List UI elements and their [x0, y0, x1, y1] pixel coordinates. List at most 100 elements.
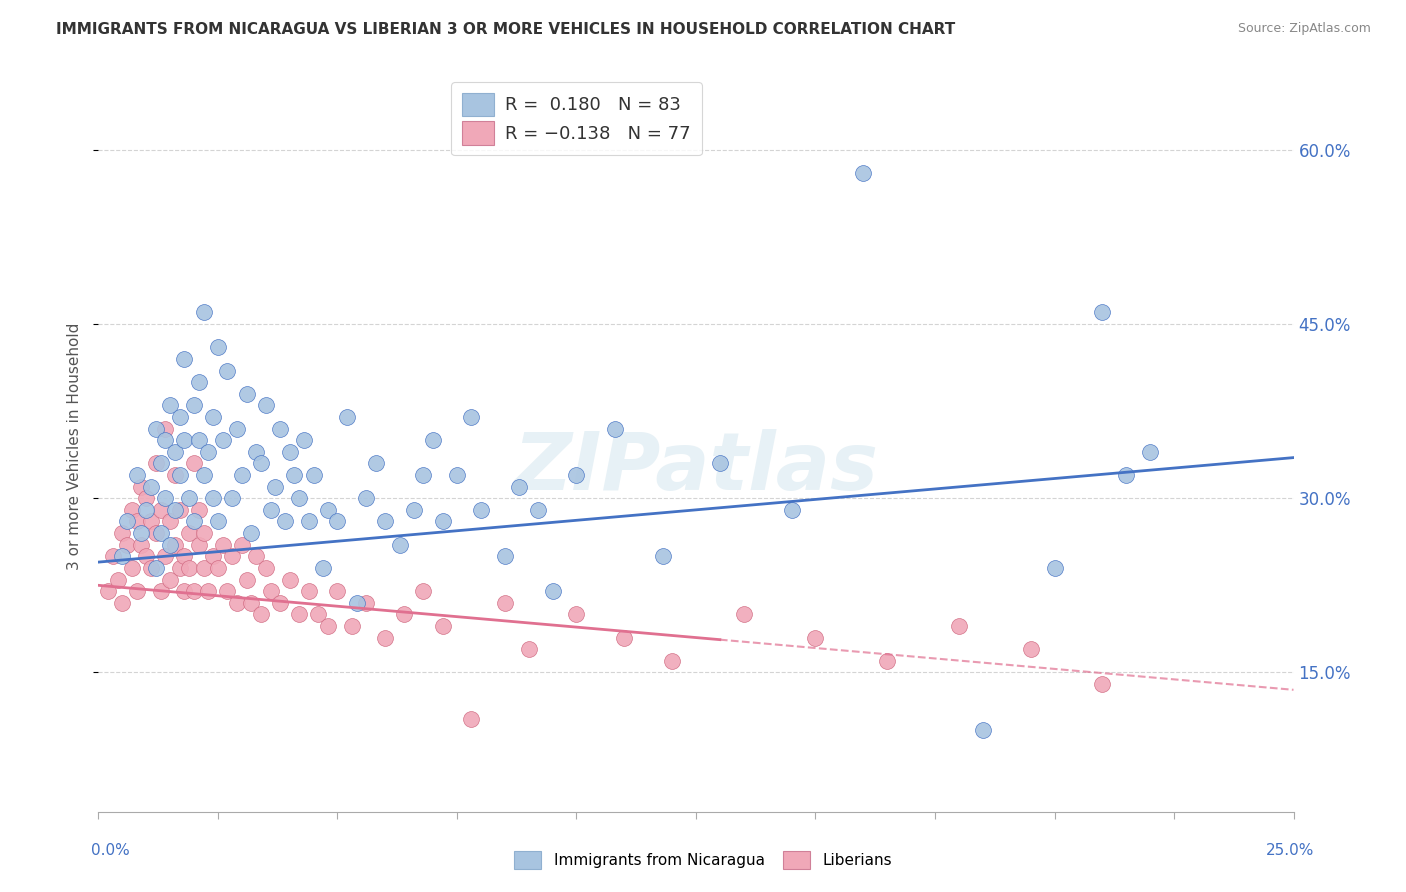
Point — [269, 596, 291, 610]
Point — [307, 607, 329, 622]
Point — [197, 584, 219, 599]
Point — [149, 526, 172, 541]
Point — [131, 526, 153, 541]
Point — [661, 654, 683, 668]
Point — [259, 584, 281, 599]
Point — [235, 386, 257, 401]
Y-axis label: 3 or more Vehicles in Household: 3 or more Vehicles in Household — [67, 322, 83, 570]
Point — [135, 491, 157, 506]
Point — [565, 607, 588, 622]
Point — [193, 561, 215, 575]
Point — [163, 503, 186, 517]
Point — [226, 421, 249, 435]
Legend: R =  0.180   N = 83, R = −0.138   N = 77: R = 0.180 N = 83, R = −0.138 N = 77 — [451, 82, 702, 155]
Point — [326, 515, 349, 529]
Point — [159, 398, 181, 412]
Text: 0.0%: 0.0% — [91, 843, 131, 858]
Point — [135, 549, 157, 564]
Point — [1091, 677, 1114, 691]
Point — [145, 421, 167, 435]
Point — [179, 491, 201, 506]
Point — [211, 433, 233, 447]
Point — [207, 561, 229, 575]
Point — [541, 584, 564, 599]
Point — [159, 515, 181, 529]
Point — [316, 503, 339, 517]
Point — [221, 549, 243, 564]
Point — [111, 596, 134, 610]
Point — [432, 515, 454, 529]
Point — [326, 584, 349, 599]
Point — [274, 515, 297, 529]
Point — [131, 480, 153, 494]
Point — [1043, 561, 1066, 575]
Point — [527, 503, 550, 517]
Point — [145, 561, 167, 575]
Point — [187, 538, 209, 552]
Point — [139, 515, 162, 529]
Point — [145, 526, 167, 541]
Point — [388, 538, 411, 552]
Point — [111, 549, 134, 564]
Point — [259, 503, 281, 517]
Point — [179, 526, 201, 541]
Point — [1139, 445, 1161, 459]
Point — [149, 457, 172, 471]
Point — [183, 584, 205, 599]
Point — [288, 491, 311, 506]
Point — [565, 468, 588, 483]
Point — [139, 480, 162, 494]
Point — [173, 433, 195, 447]
Point — [221, 491, 243, 506]
Point — [240, 526, 263, 541]
Point — [111, 526, 134, 541]
Point — [709, 457, 731, 471]
Point — [169, 503, 191, 517]
Point — [292, 433, 315, 447]
Point — [278, 573, 301, 587]
Point — [780, 503, 803, 517]
Point — [183, 515, 205, 529]
Point — [402, 503, 425, 517]
Point — [155, 549, 177, 564]
Text: IMMIGRANTS FROM NICARAGUA VS LIBERIAN 3 OR MORE VEHICLES IN HOUSEHOLD CORRELATIO: IMMIGRANTS FROM NICARAGUA VS LIBERIAN 3 … — [56, 22, 956, 37]
Point — [298, 584, 321, 599]
Point — [972, 723, 994, 738]
Point — [202, 409, 225, 424]
Point — [207, 515, 229, 529]
Point — [217, 363, 239, 377]
Point — [283, 468, 305, 483]
Point — [508, 480, 530, 494]
Point — [187, 375, 209, 389]
Point — [131, 538, 153, 552]
Text: 25.0%: 25.0% — [1267, 843, 1315, 858]
Point — [269, 421, 291, 435]
Point — [207, 340, 229, 354]
Point — [169, 468, 191, 483]
Point — [187, 503, 209, 517]
Point — [374, 631, 396, 645]
Point — [394, 607, 416, 622]
Point — [852, 166, 875, 180]
Point — [163, 445, 186, 459]
Point — [97, 584, 120, 599]
Point — [432, 619, 454, 633]
Point — [121, 503, 143, 517]
Point — [163, 538, 186, 552]
Point — [115, 538, 138, 552]
Point — [125, 515, 148, 529]
Point — [250, 457, 273, 471]
Point — [312, 561, 335, 575]
Point — [101, 549, 124, 564]
Point — [876, 654, 898, 668]
Point — [278, 445, 301, 459]
Point — [412, 468, 434, 483]
Point — [346, 596, 368, 610]
Point — [1115, 468, 1137, 483]
Point — [336, 409, 359, 424]
Point — [340, 619, 363, 633]
Point — [197, 445, 219, 459]
Point — [125, 584, 148, 599]
Point — [183, 457, 205, 471]
Point — [316, 619, 339, 633]
